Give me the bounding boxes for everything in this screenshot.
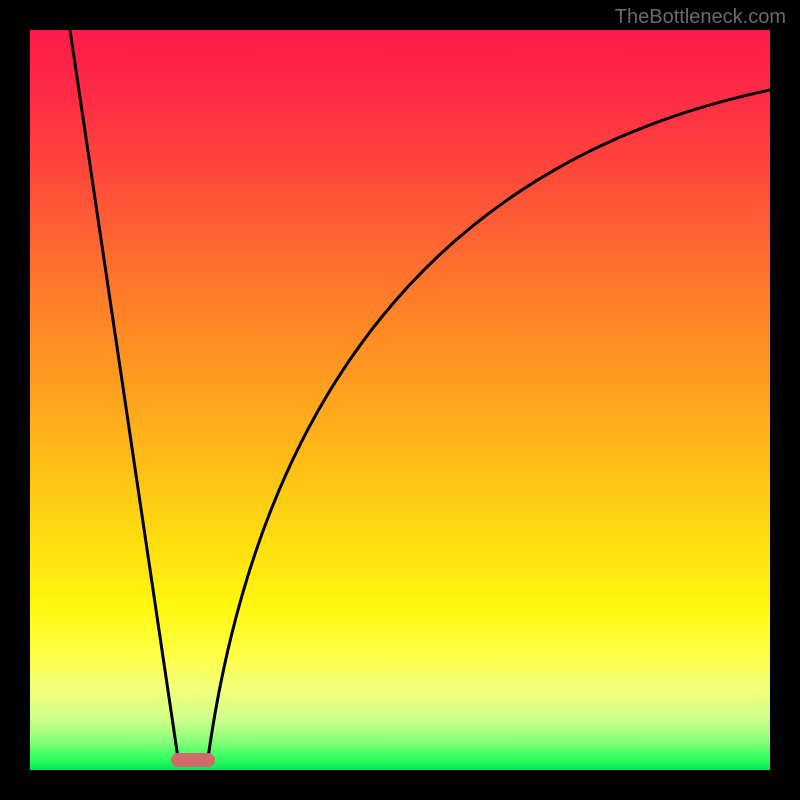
curve-right — [208, 90, 770, 758]
plot-area — [30, 30, 770, 770]
bottleneck-curves — [30, 30, 770, 770]
optimal-marker — [171, 753, 215, 767]
watermark-text: TheBottleneck.com — [615, 6, 786, 29]
chart-container: TheBottleneck.com — [0, 0, 800, 800]
curve-left-line — [70, 30, 178, 758]
